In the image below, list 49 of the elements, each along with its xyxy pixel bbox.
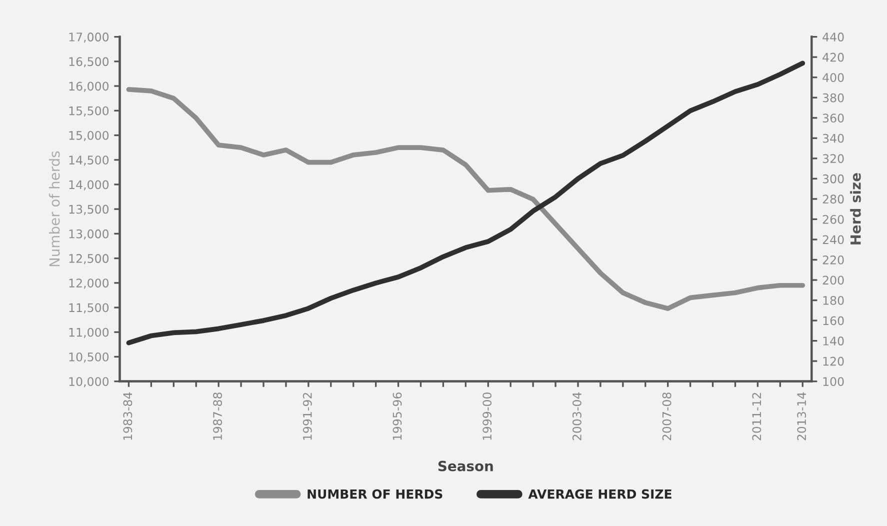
y2-tick-label: 160: [823, 316, 844, 326]
y2-tick-label: 240: [822, 235, 844, 244]
y2-tick-label: 320: [822, 154, 844, 164]
x-tick-label: 1995-96: [392, 392, 402, 440]
y-tick-label: 10,500: [69, 352, 109, 363]
y2-tick-label: 280: [822, 194, 844, 204]
y-tick-label: 11,500: [69, 303, 109, 314]
y2-tick-label: 360: [822, 114, 844, 123]
y2-tick-label: 380: [822, 93, 844, 102]
y2-tick-label: 340: [822, 134, 844, 143]
x-tick-label: 1987-88: [213, 392, 222, 440]
y2-tick-label: 420: [822, 52, 844, 62]
y-tick-label: 15,000: [69, 130, 109, 142]
y-tick-label: 12,000: [69, 278, 109, 289]
y2-tick-label: 100: [823, 377, 844, 386]
line-series: [126, 60, 806, 346]
y-tick-label: 10,000: [69, 377, 109, 388]
legend-label: NUMBER OF HERDS: [308, 489, 442, 499]
y2-tick-label: 200: [822, 276, 844, 285]
x-tick-label: 2011-12: [752, 392, 762, 440]
y2-tick-label: 400: [822, 73, 844, 82]
x-tick-label: 1991-92: [302, 392, 312, 440]
y2-tick-label: 440: [822, 32, 844, 42]
y-tick-label: 13,500: [69, 204, 109, 215]
y2-tick-label: 300: [822, 174, 844, 184]
line-series: [126, 87, 806, 311]
y-tick-label: 16,500: [69, 57, 109, 68]
y-tick-label: 16,000: [69, 82, 109, 92]
x-tick-label: 1983-84: [123, 392, 132, 440]
y-tick-label: 15,500: [69, 106, 109, 117]
x-tick-label: 1999-00: [482, 392, 492, 440]
y2-tick-label: 120: [823, 356, 844, 366]
legend-label: AVERAGE HERD SIZE: [528, 489, 672, 499]
y-tick-label: 14,500: [69, 156, 109, 166]
y2-tick-label: 220: [822, 255, 844, 264]
y2-tick-label: 140: [823, 336, 844, 346]
y-tick-label: 13,000: [69, 229, 109, 240]
y-tick-label: 14,000: [69, 180, 109, 190]
x-tick-label: 2003-04: [572, 392, 582, 440]
y-tick-label: 11,000: [69, 328, 109, 338]
y2-axis-title: Herd size: [850, 173, 861, 244]
y2-tick-label: 260: [822, 214, 844, 224]
x-tick-label: 2007-08: [662, 392, 672, 440]
y-axis-title: Number of herds: [49, 151, 60, 266]
y2-tick-label: 180: [823, 296, 844, 305]
x-axis-title: Season: [438, 460, 493, 472]
y-tick-label: 17,000: [69, 32, 109, 43]
x-tick-label: 2013-14: [797, 392, 806, 440]
y-tick-label: 12,500: [69, 254, 109, 264]
